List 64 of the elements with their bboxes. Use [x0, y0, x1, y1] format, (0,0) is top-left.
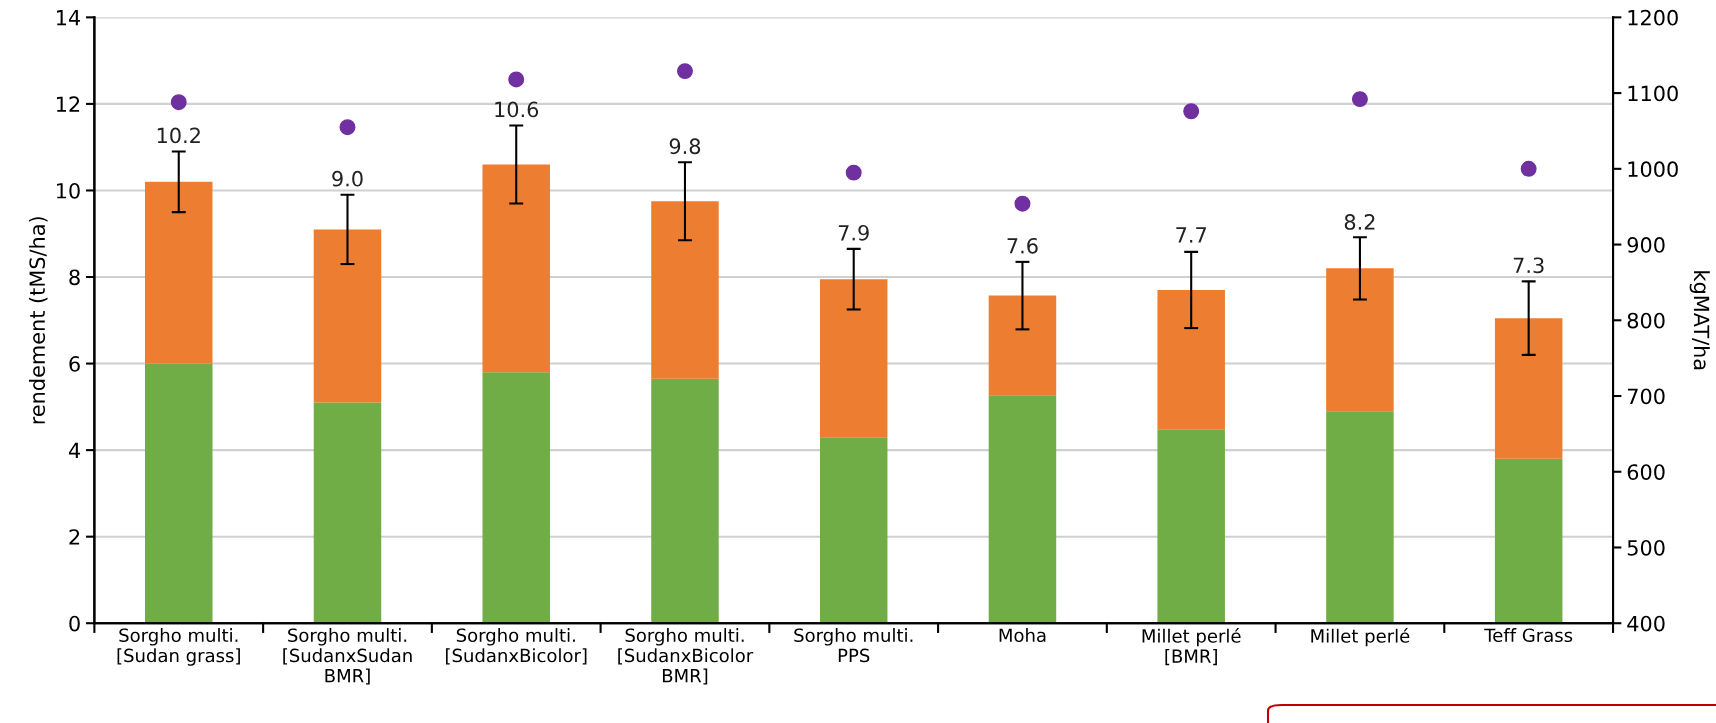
point [170, 94, 187, 111]
y-tick-label: 6 [69, 356, 80, 372]
y-axis-title: rendement (tMS/ha) [28, 217, 48, 424]
y-tick-label: 0 [69, 615, 80, 632]
annotation: 8.2 [1344, 214, 1375, 230]
bar [145, 181, 213, 364]
bar [313, 229, 382, 403]
bar [145, 363, 213, 624]
x-tick-label: Sorgho multi. [SudanxSudan BMR] [283, 628, 412, 685]
bar [988, 395, 1057, 624]
point [339, 119, 356, 136]
y-tick-label: 12 [56, 96, 80, 112]
annotation: 7.9 [838, 224, 869, 241]
bar [313, 402, 382, 624]
x-tick-label: Millet perlé [1311, 628, 1410, 647]
bar [1494, 458, 1563, 624]
point [1014, 195, 1031, 212]
x-tick-label: Millet perlé [BMR] [1142, 628, 1241, 666]
point [508, 71, 525, 88]
annotation: 7.7 [1176, 227, 1206, 243]
y-tick-label: 2 [69, 529, 80, 545]
y2-tick-label: 1000 [1628, 161, 1678, 178]
y2-tick-label: 600 [1627, 464, 1665, 480]
bar [651, 201, 719, 379]
bar [1157, 429, 1225, 624]
y2-tick-label: 800 [1627, 312, 1665, 329]
y2-tick-label: 900 [1627, 237, 1665, 253]
y2-tick-label: 500 [1627, 539, 1665, 556]
y2-tick-label: 1200 [1628, 9, 1678, 26]
point [1351, 91, 1368, 108]
annotation: 9.0 [332, 170, 363, 187]
bar [1326, 411, 1394, 624]
bar [1326, 268, 1394, 412]
bar [1494, 318, 1563, 459]
bar [482, 372, 550, 624]
y-tick-label: 10 [56, 182, 80, 199]
x-tick-label: Moha [999, 628, 1046, 643]
annotation: 10.2 [157, 127, 200, 144]
point [1520, 160, 1537, 177]
y-tick-label: 4 [68, 442, 81, 459]
bar [819, 279, 888, 438]
y-tick-label: 8 [69, 269, 80, 286]
x-tick-label: Teff Grass [1484, 628, 1573, 643]
x-tick-label: Sorgho multi. PPS [794, 628, 913, 663]
bar [988, 295, 1057, 396]
annotation: 9.8 [669, 138, 701, 155]
x-tick-label: Sorgho multi. [Sudan grass] [117, 628, 240, 666]
y2-tick-label: 400 [1627, 615, 1665, 632]
annotation: 7.6 [1007, 237, 1038, 254]
x-tick-label: Sorgho multi. [SudanxBicolor] [446, 628, 587, 665]
bar [482, 164, 550, 373]
y2-tick-label: 1100 [1628, 85, 1678, 102]
annotation: 10.6 [495, 101, 539, 118]
bar [651, 378, 719, 624]
annotation: 7.3 [1513, 257, 1544, 274]
y2-axis-title: kgMAT/ha [1689, 271, 1710, 370]
point [845, 164, 862, 181]
bar [819, 437, 888, 624]
point [676, 63, 693, 80]
y2-tick-label: 700 [1627, 388, 1665, 405]
y-tick-label: 14 [56, 10, 81, 26]
x-tick-label: Sorgho multi. [SudanxBicolor BMR] [618, 628, 754, 685]
bar [1157, 290, 1225, 430]
point [1183, 103, 1200, 120]
